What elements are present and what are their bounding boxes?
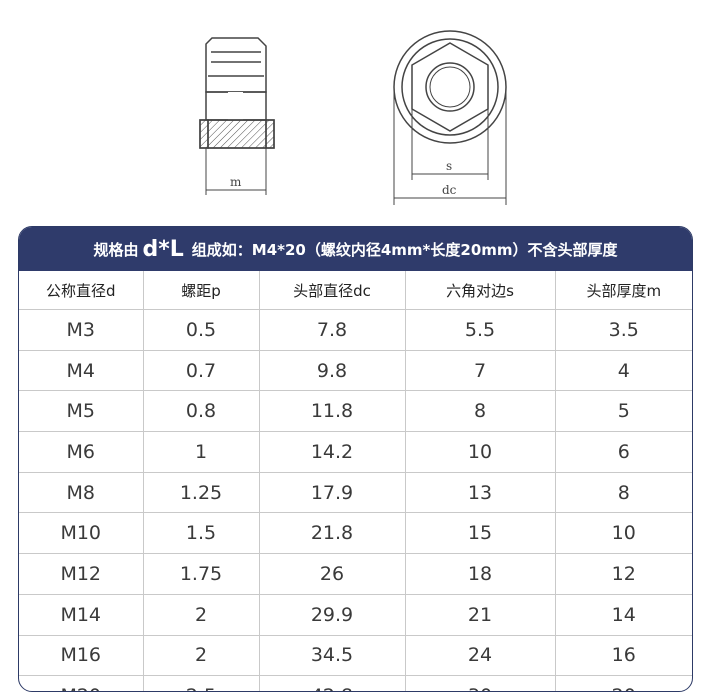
top-view [393,30,507,205]
banner-formula: d*L [142,236,184,262]
cell-pitch: 0.7 [143,350,260,392]
dimension-label-m: m [230,175,242,189]
table-header-row: 公称直径d 螺距p 头部直径dc 六角对边s 头部厚度m [19,271,692,310]
cell-head-diameter: 26 [259,553,406,595]
cell-pitch: 0.5 [143,309,260,351]
cell-across-flats: 10 [405,431,556,473]
cell-across-flats: 24 [405,635,556,677]
cell-head-diameter: 21.8 [259,512,406,555]
cell-nominal-diameter: M4 [19,350,144,392]
banner-suffix: 组成如：M4*20（螺纹内径4mm*长度20mm）不含头部厚度 [191,240,618,259]
side-view [199,37,275,195]
table-row: M5 0.8 11.8 8 5 [19,390,692,433]
header-nominal-diameter: 公称直径d [19,271,144,310]
header-head-diameter: 头部直径dc [259,271,406,310]
table-row: M8 1.25 17.9 13 8 [19,472,692,514]
cell-across-flats: 21 [405,594,556,636]
cell-head-diameter: 29.9 [259,594,406,636]
cell-nominal-diameter: M5 [19,390,144,433]
cell-head-diameter: 7.8 [259,309,406,351]
cell-across-flats: 7 [405,350,556,392]
cell-across-flats: 18 [405,553,556,595]
table-row: M16 2 34.5 24 16 [19,635,692,677]
cell-across-flats: 13 [405,472,556,514]
cell-across-flats: 30 [405,675,556,691]
cell-pitch: 0.8 [143,390,260,433]
cell-nominal-diameter: M10 [19,512,144,555]
cell-across-flats: 5.5 [405,309,556,351]
table-row: M202.542.83020 [19,675,692,691]
cell-nominal-diameter: M8 [19,472,144,514]
table-row: M4 0.7 9.8 7 4 [19,350,692,392]
cell-head-thickness: 10 [555,512,692,555]
table-row: M6 1 14.2 10 6 [19,431,692,473]
cell-head-thickness: 3.5 [555,309,692,351]
cell-pitch: 1.5 [143,512,260,555]
spec-table: 公称直径d 螺距p 头部直径dc 六角对边s 头部厚度m M3 0.5 7.8 5.5… [19,271,692,691]
table-row: M3 0.5 7.8 5.5 3.5 [19,309,692,351]
cell-pitch: 1.25 [143,472,260,514]
dimension-label-dc: dc [442,183,457,197]
cell-nominal-diameter: M20 [19,675,144,691]
cell-head-thickness: 20 [555,676,692,691]
cell-nominal-diameter: M6 [19,431,144,473]
cell-head-thickness: 14 [555,594,692,636]
table-row: M12 1.75 26 18 12 [19,553,692,595]
spec-banner: 规格由 d*L 组成如：M4*20（螺纹内径4mm*长度20mm）不含头部厚度 [19,227,692,271]
cell-nominal-diameter: M14 [19,594,144,636]
cell-head-thickness: 12 [555,553,692,595]
header-pitch: 螺距p [143,271,260,310]
specification-table-card: 规格由 d*L 组成如：M4*20（螺纹内径4mm*长度20mm）不含头部厚度 … [18,226,693,692]
cell-pitch: 2 [143,635,260,677]
cell-nominal-diameter: M3 [19,309,144,351]
cell-head-diameter: 11.8 [259,390,406,433]
cell-pitch: 2 [143,594,260,636]
cell-head-thickness: 16 [555,635,692,677]
cell-head-thickness: 4 [555,350,692,392]
cell-across-flats: 15 [405,512,556,555]
cell-head-thickness: 6 [555,431,692,473]
table-row: M10 1.5 21.8 15 10 [19,512,692,555]
cell-across-flats: 8 [405,390,556,433]
cell-head-thickness: 5 [555,390,692,433]
cell-head-diameter: 34.5 [259,635,406,677]
cell-pitch: 1.75 [143,553,260,595]
cell-head-diameter: 42.8 [259,675,406,691]
table-row: M14 2 29.9 21 14 [19,594,692,636]
cell-nominal-diameter: M16 [19,635,144,677]
cell-head-thickness: 8 [555,472,692,514]
cell-pitch: 2.5 [143,675,260,691]
cell-pitch: 1 [143,431,260,473]
cell-head-diameter: 9.8 [259,350,406,392]
dimension-label-s: s [446,159,452,173]
flange-nut-technical-drawing: m s dc [199,30,507,205]
cell-head-diameter: 17.9 [259,472,406,514]
cell-nominal-diameter: M12 [19,553,144,595]
header-across-flats: 六角对边s [405,271,556,310]
header-head-thickness: 头部厚度m [555,271,692,310]
cell-head-diameter: 14.2 [259,431,406,473]
banner-prefix: 规格由 [93,240,139,259]
